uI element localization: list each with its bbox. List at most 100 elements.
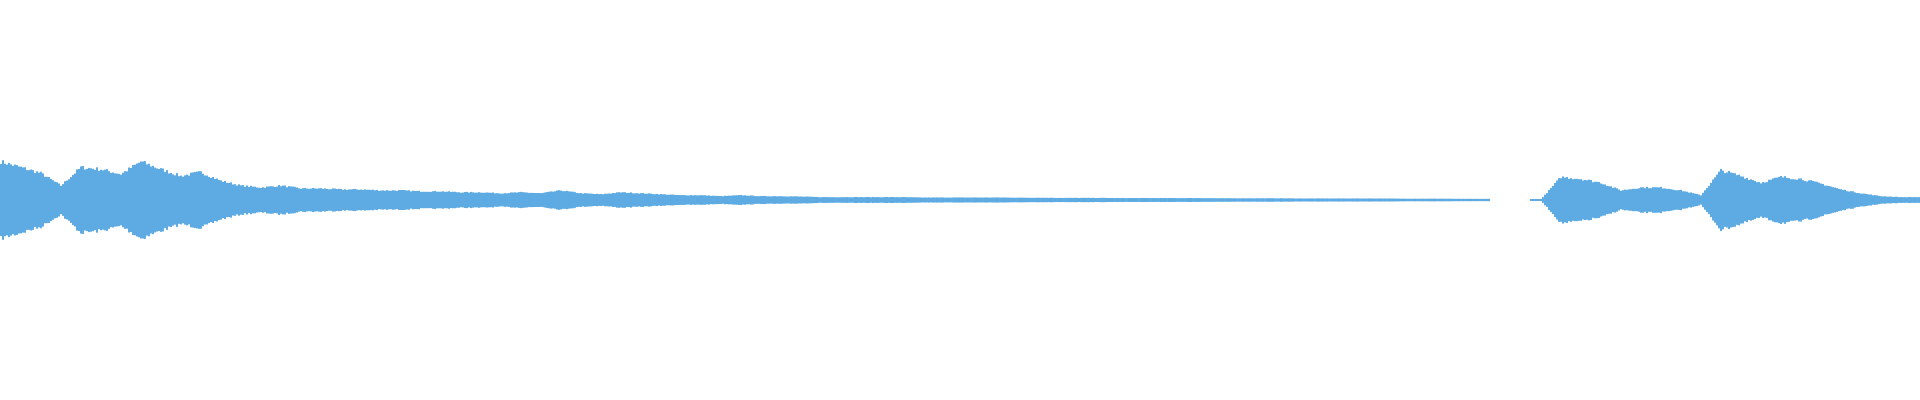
waveform-bar — [1072, 197, 1074, 203]
waveform-bar — [296, 187, 298, 213]
waveform-bar — [1636, 188, 1638, 212]
waveform-bar — [1726, 172, 1728, 228]
waveform-bar — [228, 182, 230, 218]
waveform-bar — [782, 196, 784, 204]
waveform-bar — [1282, 198, 1284, 202]
waveform-bar — [1846, 191, 1848, 209]
waveform-bar — [96, 167, 98, 233]
waveform-bar — [1270, 198, 1272, 202]
waveform-bar — [696, 195, 698, 205]
waveform-bar — [502, 193, 504, 207]
waveform-bar — [1824, 185, 1826, 215]
waveform-bar — [376, 189, 378, 211]
waveform-bar — [1236, 198, 1238, 202]
waveform-bar — [1322, 198, 1324, 202]
waveform-bar — [1112, 197, 1114, 203]
waveform-bar — [984, 197, 986, 203]
waveform-bar — [768, 196, 770, 204]
waveform-bar — [982, 197, 984, 203]
waveform-bar — [1384, 198, 1386, 202]
waveform-bar — [1730, 172, 1732, 228]
waveform-bar — [278, 185, 280, 215]
waveform-bar — [1640, 187, 1642, 213]
waveform-bar — [798, 196, 800, 204]
waveform-bar — [1366, 198, 1368, 202]
waveform-bar — [1078, 197, 1080, 203]
waveform-bar — [1620, 190, 1622, 210]
waveform-bar — [262, 187, 264, 213]
waveform-bar — [1778, 176, 1780, 224]
waveform-bar — [1284, 198, 1286, 202]
waveform-bar — [1616, 188, 1618, 212]
waveform-bar — [144, 161, 146, 239]
waveform-bar — [304, 187, 306, 213]
waveform-bar — [1454, 198, 1456, 202]
waveform-bar — [184, 175, 186, 225]
waveform-bar — [856, 196, 858, 204]
waveform-bar — [242, 185, 244, 215]
waveform-bar — [654, 194, 656, 206]
waveform-bar — [336, 189, 338, 211]
waveform-bar — [892, 197, 894, 203]
waveform-bar — [874, 197, 876, 203]
waveform-bar — [170, 172, 172, 228]
waveform-bar — [312, 187, 314, 213]
waveform-bar — [1690, 192, 1692, 208]
waveform-bar — [1672, 189, 1674, 211]
waveform-bar — [1546, 193, 1548, 207]
waveform-bar — [240, 185, 242, 215]
waveform-bar — [1808, 180, 1810, 220]
waveform-bar — [1390, 198, 1392, 202]
waveform-bar — [156, 168, 158, 232]
waveform-bar — [1126, 198, 1128, 202]
waveform-bar — [260, 187, 262, 213]
waveform-bar — [1442, 198, 1444, 202]
waveform-bar — [148, 163, 150, 237]
waveform-bar — [1162, 198, 1164, 202]
waveform-bar — [1878, 195, 1880, 205]
waveform-bar — [1786, 177, 1788, 223]
waveform-bar — [380, 190, 382, 210]
waveform-bar — [450, 191, 452, 209]
waveform-bar — [548, 191, 550, 209]
waveform-bar — [1584, 179, 1586, 221]
waveform-bar — [94, 169, 96, 231]
waveform-bar — [234, 184, 236, 216]
waveform-bar — [1428, 198, 1430, 202]
waveform-bar — [118, 173, 120, 227]
waveform-bar — [432, 191, 434, 209]
waveform-bar — [862, 197, 864, 203]
waveform-bar — [1154, 198, 1156, 202]
waveform-bar — [1858, 193, 1860, 207]
waveform-bar — [408, 190, 410, 210]
waveform-bar — [1700, 195, 1702, 205]
waveform-bar — [1710, 182, 1712, 218]
waveform-bar — [448, 191, 450, 209]
waveform-bar — [1066, 197, 1068, 203]
waveform-bar — [1574, 178, 1576, 222]
waveform-bar — [50, 178, 52, 222]
waveform-bar — [1658, 187, 1660, 213]
waveform-bar — [1684, 191, 1686, 209]
waveform-bar — [490, 192, 492, 208]
waveform-bar — [1040, 197, 1042, 203]
waveform-bar — [1420, 198, 1422, 202]
waveform-bar — [226, 182, 228, 218]
waveform-bar — [1742, 176, 1744, 224]
waveform-bar — [1794, 179, 1796, 221]
waveform-bar — [1556, 180, 1558, 220]
waveform-bar — [890, 196, 892, 204]
waveform-bar — [1606, 185, 1608, 215]
waveform-bar — [1240, 198, 1242, 202]
waveform-bar — [928, 197, 930, 203]
waveform-bar — [1244, 198, 1246, 202]
waveform-bar — [1746, 177, 1748, 223]
waveform-bar — [1604, 184, 1606, 216]
waveform-bar — [1470, 198, 1472, 202]
waveform-bar — [64, 181, 66, 219]
waveform-bar — [1628, 189, 1630, 211]
waveform-bar — [1232, 198, 1234, 202]
waveform-bar — [1408, 198, 1410, 202]
waveform-bar — [1198, 198, 1200, 202]
waveform-bar — [1202, 198, 1204, 202]
